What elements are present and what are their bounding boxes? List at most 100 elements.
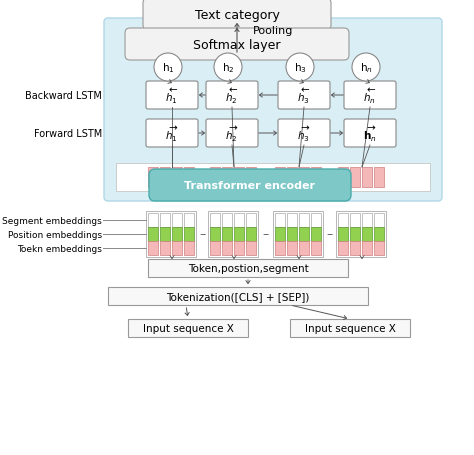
Text: Input sequence X: Input sequence X — [305, 324, 395, 333]
Bar — [290, 319, 410, 337]
Bar — [287, 242, 297, 255]
Bar — [128, 319, 248, 337]
Bar — [273, 212, 323, 258]
Bar — [299, 228, 309, 242]
FancyBboxPatch shape — [206, 120, 258, 148]
Bar — [234, 242, 244, 255]
Bar — [350, 167, 360, 187]
Bar — [222, 228, 232, 242]
Bar — [338, 213, 348, 228]
Bar — [246, 213, 256, 228]
Text: –: – — [200, 171, 206, 184]
Text: Backward LSTM: Backward LSTM — [25, 91, 102, 101]
FancyBboxPatch shape — [344, 120, 396, 148]
Bar — [287, 228, 297, 242]
Text: –: – — [263, 171, 269, 184]
Bar — [172, 167, 182, 187]
Bar — [146, 212, 196, 258]
Bar — [234, 167, 244, 187]
Bar — [210, 228, 220, 242]
Bar — [338, 228, 348, 242]
Bar — [234, 228, 244, 242]
FancyBboxPatch shape — [143, 0, 331, 31]
Text: Softmax layer: Softmax layer — [193, 38, 281, 51]
Text: $\overrightarrow{h_2}$: $\overrightarrow{h_2}$ — [225, 124, 239, 143]
Bar — [374, 242, 384, 255]
Text: Forward LSTM: Forward LSTM — [34, 129, 102, 139]
Text: $\overrightarrow{\mathbf{h}_n}$: $\overrightarrow{\mathbf{h}_n}$ — [363, 124, 377, 143]
Bar — [336, 212, 386, 258]
Bar — [210, 167, 220, 187]
Bar — [246, 228, 256, 242]
Bar — [160, 213, 170, 228]
Bar — [208, 212, 258, 258]
Bar — [275, 213, 285, 228]
FancyBboxPatch shape — [206, 82, 258, 110]
Bar — [222, 167, 232, 187]
Bar — [311, 213, 321, 228]
Text: –: – — [327, 228, 333, 241]
Bar — [172, 213, 182, 228]
Text: h$_1$: h$_1$ — [162, 61, 174, 75]
FancyBboxPatch shape — [146, 82, 198, 110]
Bar — [210, 213, 220, 228]
Bar — [148, 259, 348, 278]
Bar — [222, 242, 232, 255]
Bar — [362, 228, 372, 242]
Text: –: – — [200, 228, 206, 241]
Bar — [374, 167, 384, 187]
FancyBboxPatch shape — [104, 19, 442, 202]
Text: Segment embeddings: Segment embeddings — [2, 216, 102, 225]
Bar — [222, 213, 232, 228]
Bar — [184, 242, 194, 255]
Bar — [311, 242, 321, 255]
Text: Transformer encoder: Transformer encoder — [184, 181, 316, 191]
Bar — [275, 167, 285, 187]
Text: h$_n$: h$_n$ — [360, 61, 373, 75]
Bar — [184, 228, 194, 242]
Bar — [311, 228, 321, 242]
Text: h$_3$: h$_3$ — [293, 61, 306, 75]
Bar — [246, 242, 256, 255]
Circle shape — [214, 54, 242, 82]
Bar — [338, 242, 348, 255]
Bar — [299, 213, 309, 228]
Text: $\overrightarrow{h_1}$: $\overrightarrow{h_1}$ — [165, 124, 179, 143]
Bar — [184, 213, 194, 228]
Text: $\overleftarrow{h_3}$: $\overleftarrow{h_3}$ — [297, 86, 311, 106]
FancyBboxPatch shape — [344, 82, 396, 110]
Text: $\overleftarrow{h_1}$: $\overleftarrow{h_1}$ — [165, 86, 179, 106]
Bar — [287, 213, 297, 228]
FancyBboxPatch shape — [278, 120, 330, 148]
Text: Text category: Text category — [194, 9, 280, 21]
Text: $\overleftarrow{h_n}$: $\overleftarrow{h_n}$ — [363, 86, 377, 106]
Bar — [350, 213, 360, 228]
Text: Toekn embeddings: Toekn embeddings — [17, 244, 102, 253]
Text: Position embeddings: Position embeddings — [8, 230, 102, 239]
Bar — [148, 167, 158, 187]
Bar — [160, 167, 170, 187]
Bar — [160, 242, 170, 255]
Bar — [275, 242, 285, 255]
Circle shape — [286, 54, 314, 82]
Bar — [374, 228, 384, 242]
Bar — [350, 242, 360, 255]
Bar — [362, 242, 372, 255]
Bar — [148, 228, 158, 242]
Bar — [374, 213, 384, 228]
Bar — [287, 167, 297, 187]
Text: –: – — [327, 171, 333, 184]
FancyBboxPatch shape — [278, 82, 330, 110]
Text: –: – — [263, 228, 269, 241]
Bar — [362, 213, 372, 228]
Bar — [184, 167, 194, 187]
Bar — [311, 167, 321, 187]
Bar — [338, 167, 348, 187]
Bar — [210, 242, 220, 255]
Bar — [148, 242, 158, 255]
Bar — [116, 164, 430, 192]
Bar — [148, 213, 158, 228]
FancyBboxPatch shape — [149, 170, 351, 202]
Bar — [160, 228, 170, 242]
Bar — [350, 228, 360, 242]
